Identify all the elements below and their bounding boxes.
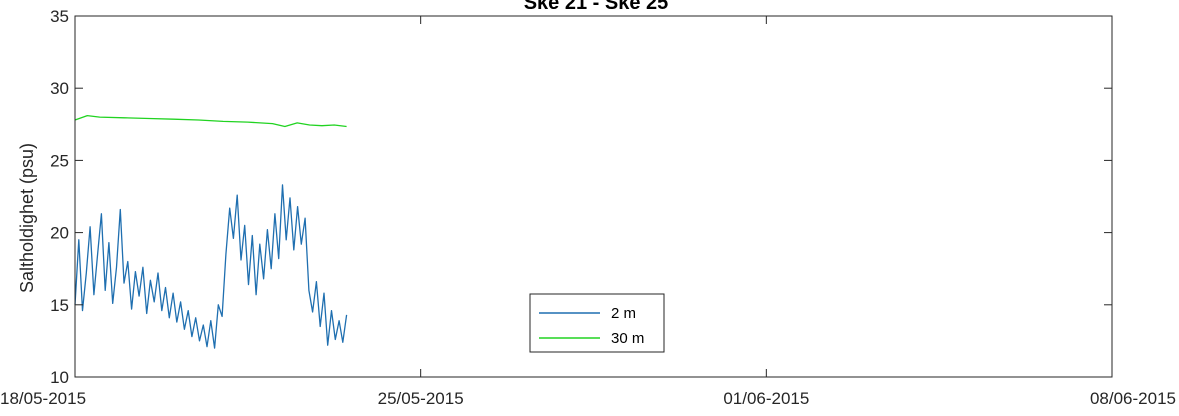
legend: 2 m 30 m [529,293,665,353]
y-tick-label: 20 [50,224,69,243]
chart-marks [74,114,348,349]
y-tick-label: 15 [50,296,69,315]
legend-box [529,293,665,353]
x-tick-label: 18/05-2015 [0,389,86,408]
plot-frame [74,15,1113,378]
series-line-2m [74,184,348,349]
legend-label-30m: 30 m [611,330,644,347]
series-line-30m [74,114,347,128]
y-tick-label: 30 [50,79,69,98]
axis-ticks: 10 15 20 25 30 35 18/05-2015 25/05-2015 01/06-20… [0,7,1176,408]
y-tick-label: 35 [50,7,69,26]
x-tick-label: 25/05-2015 [378,389,464,408]
y-axis-label: Saltholdighet (psu) [17,143,37,293]
chart-title: Ske 21 - Ske 25 [524,0,669,14]
x-tick-label: 01/06-2015 [723,389,809,408]
x-tick-label: 08/06-2015 [1090,389,1176,408]
legend-label-2m: 2 m [611,305,636,322]
y-tick-label: 10 [50,368,69,387]
y-tick-label: 25 [50,151,69,170]
